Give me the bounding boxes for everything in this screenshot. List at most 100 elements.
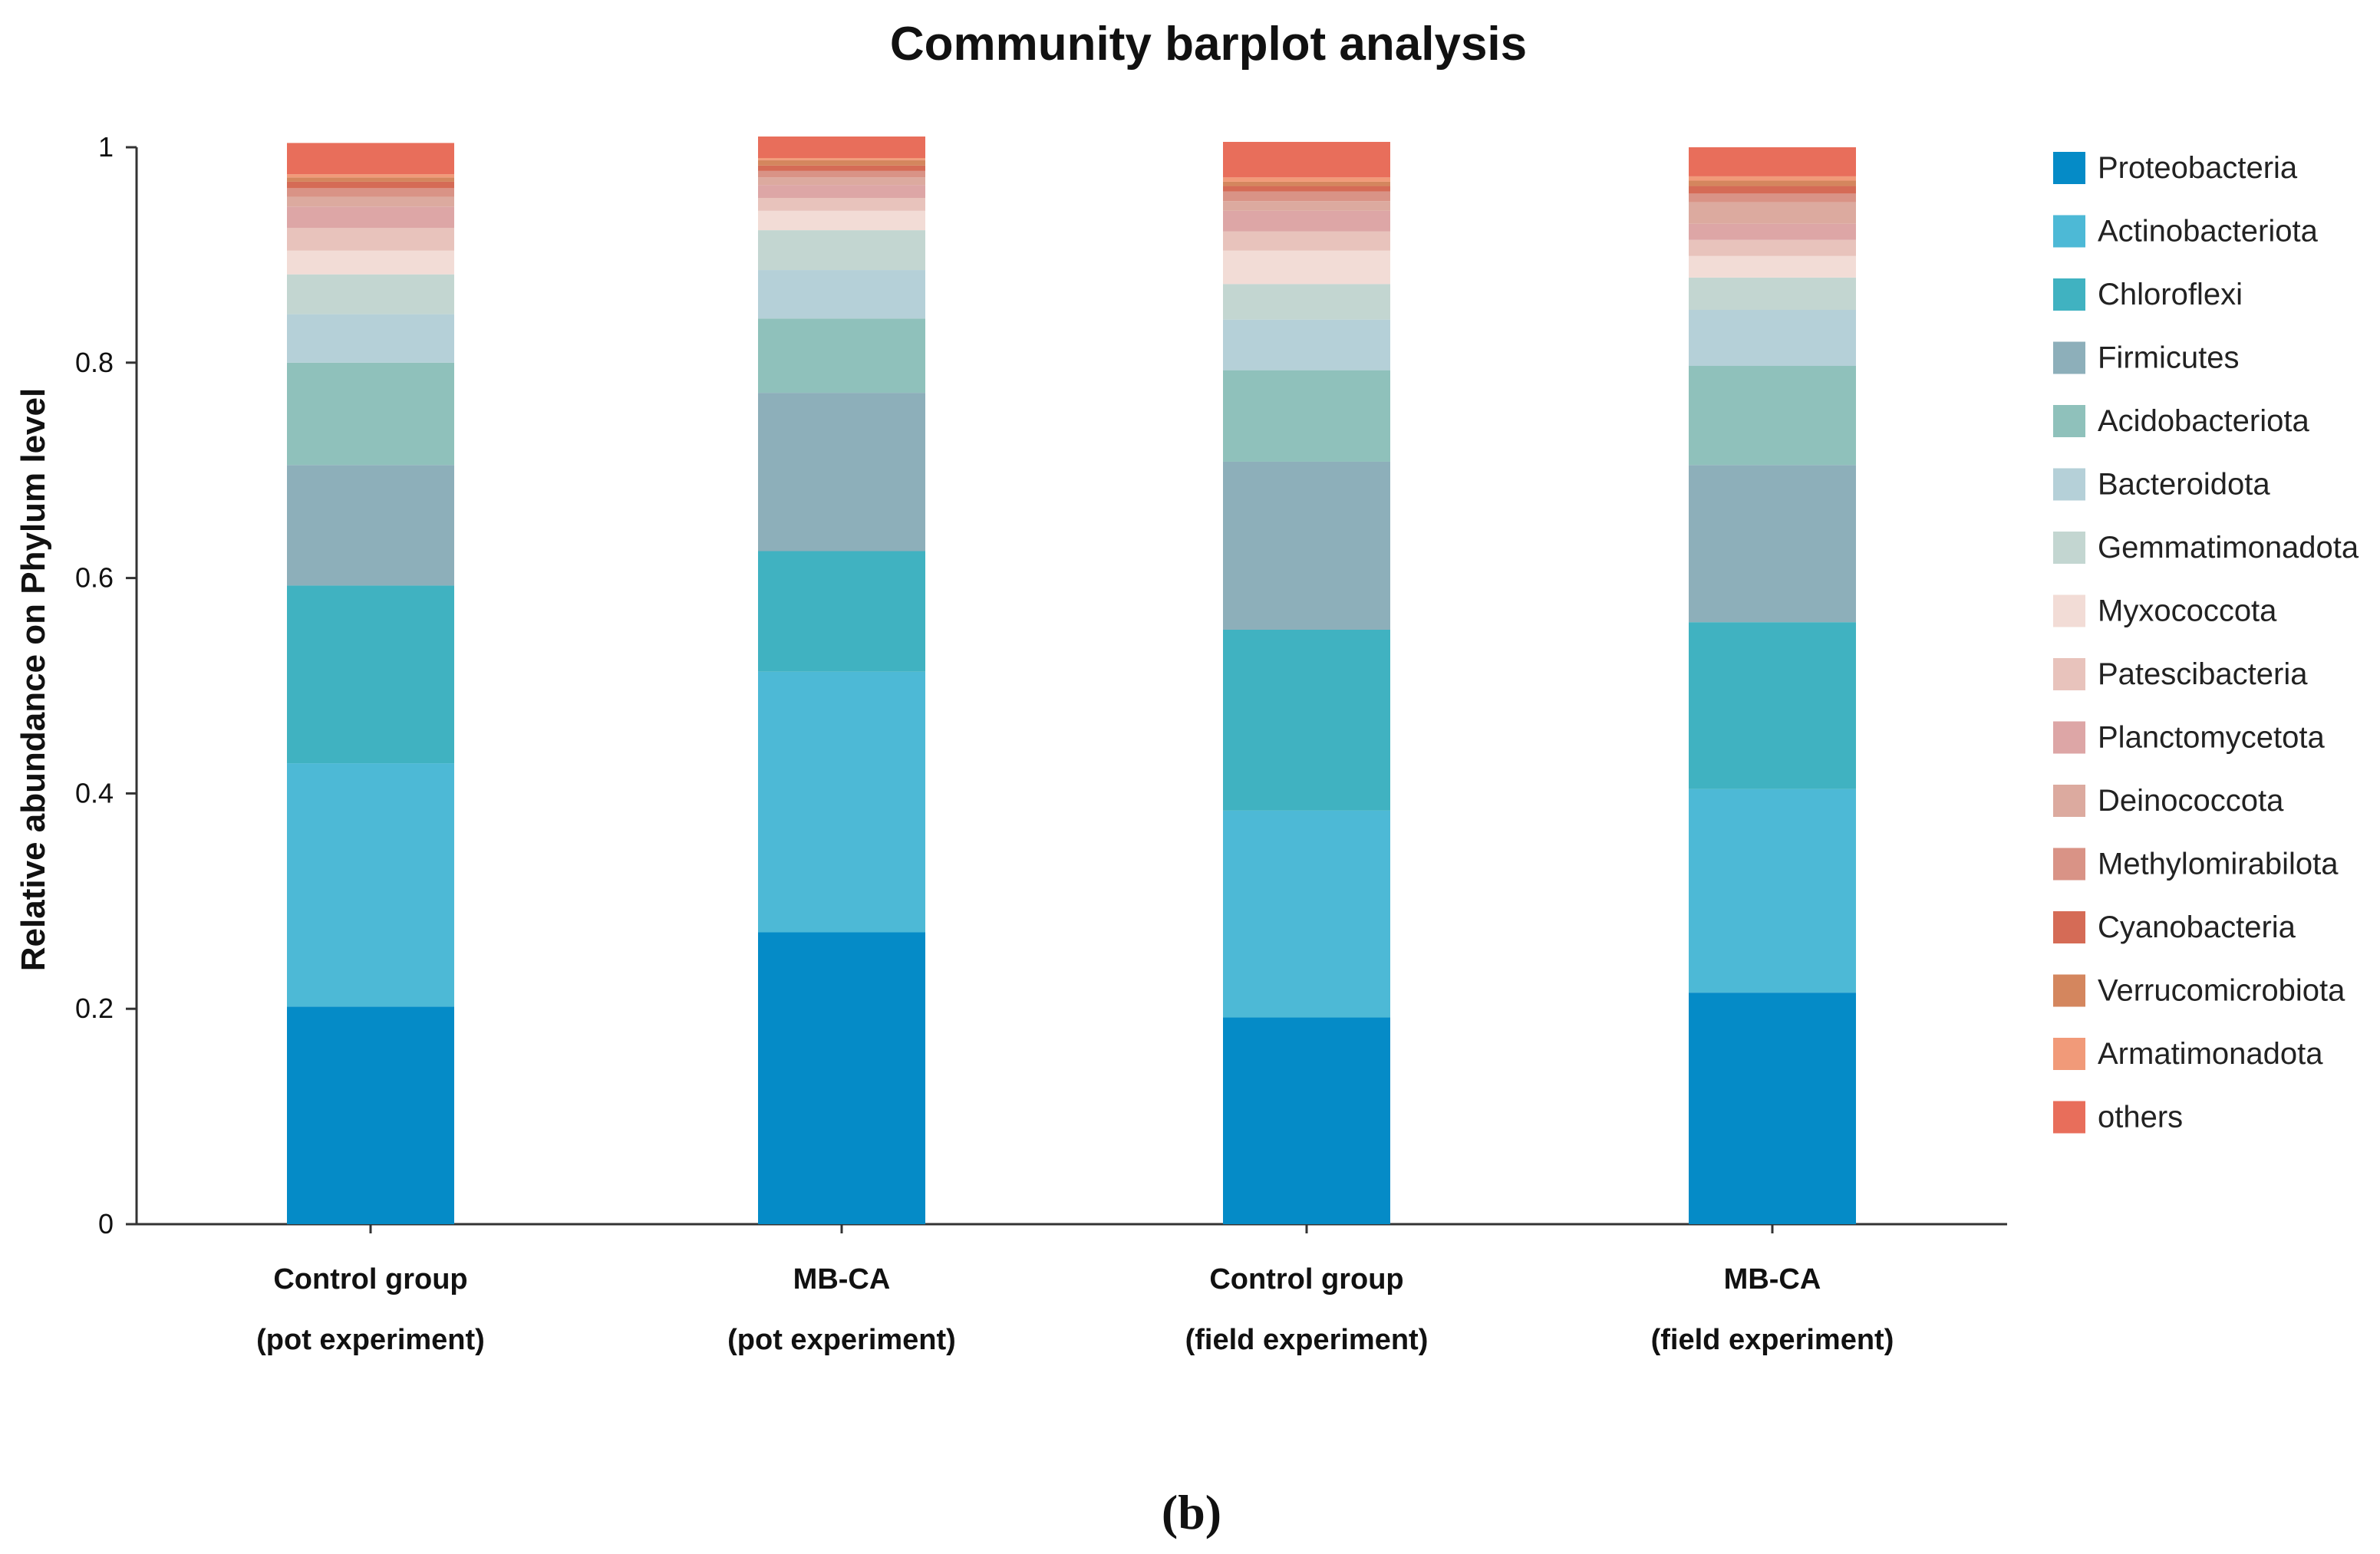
bar-stack — [1223, 141, 1390, 1224]
bar-segment — [287, 196, 454, 207]
legend-swatch — [2053, 974, 2085, 1007]
legend-item: others — [2053, 1101, 2183, 1134]
bar-segment — [1689, 366, 1856, 466]
legend-label: Methylomirabilota — [2098, 848, 2339, 881]
bar-segment — [758, 270, 925, 319]
legend-label: Myxococcota — [2098, 594, 2277, 628]
legend-swatch — [2053, 911, 2085, 943]
y-axis-label: Relative abundance on Phylum level — [15, 388, 52, 971]
legend-swatch — [2053, 1038, 2085, 1070]
bar-segment — [287, 274, 454, 314]
bar-segment — [287, 763, 454, 1007]
legend-label: Chloroflexi — [2098, 278, 2243, 311]
legend-item: Methylomirabilota — [2053, 848, 2339, 881]
bar-segment — [1689, 789, 1856, 993]
bar-segment — [758, 393, 925, 551]
x-tick-label: MB-CA — [1724, 1263, 1821, 1296]
bar-segment — [1689, 193, 1856, 202]
bar-segment — [758, 671, 925, 933]
bar-segment — [1689, 186, 1856, 194]
legend-item: Deinococcota — [2053, 784, 2284, 818]
legend: Proteobacteria Actinobacteriota Chloroflex… — [2053, 151, 2359, 1134]
bar-segment — [287, 1006, 454, 1224]
legend-label: Actinobacteriota — [2098, 215, 2319, 249]
y-tick-label: 0 — [98, 1208, 114, 1240]
bar-segment — [1689, 277, 1856, 311]
figure-caption: (b) — [1162, 1485, 1221, 1539]
bar-segment — [287, 314, 454, 363]
bar-segment — [287, 228, 454, 251]
legend-swatch — [2053, 785, 2085, 817]
bar-segment — [1689, 622, 1856, 789]
legend-swatch — [2053, 848, 2085, 881]
x-tick-label: MB-CA — [793, 1263, 891, 1296]
bar-segment — [287, 188, 454, 197]
x-tick-label: Control group — [273, 1263, 467, 1296]
bar-segment — [287, 250, 454, 275]
legend-label: Acidobacteriota — [2098, 404, 2309, 438]
legend-item: Verrucomicrobiota — [2053, 974, 2345, 1008]
x-tick-label: (pot experiment) — [727, 1324, 956, 1356]
legend-item: Firmicutes — [2053, 341, 2239, 375]
legend-item: Myxococcota — [2053, 594, 2277, 628]
bar-segment — [1223, 201, 1390, 211]
bar-segment — [1223, 810, 1390, 1018]
y-tick-label: 0.2 — [75, 993, 114, 1024]
legend-item: Armatimonadota — [2053, 1037, 2323, 1071]
bar-segment — [287, 585, 454, 764]
x-tick-labels: Control group (pot experiment) MB-CA (pot e… — [256, 1263, 1894, 1356]
bar-segment — [1689, 465, 1856, 623]
bar-segment — [758, 177, 925, 186]
stacked-bars — [287, 136, 1856, 1224]
bar-segment — [1223, 284, 1390, 320]
bar-segment — [758, 185, 925, 198]
x-tick-label: Control group — [1209, 1263, 1403, 1296]
x-tick-label: (field experiment) — [1651, 1324, 1894, 1356]
bar-segment — [287, 181, 454, 189]
bar-segment — [287, 362, 454, 466]
legend-swatch — [2053, 658, 2085, 690]
chart-title: Community barplot analysis — [890, 18, 1527, 71]
bar-segment — [758, 210, 925, 231]
bar-segment — [1689, 223, 1856, 240]
bar-segment — [1689, 180, 1856, 186]
bar-segment — [1223, 461, 1390, 630]
bar-segment — [287, 143, 454, 175]
bar-segment — [758, 165, 925, 171]
bar-segment — [758, 551, 925, 672]
bar-segment — [287, 174, 454, 178]
legend-swatch — [2053, 532, 2085, 564]
legend-item: Chloroflexi — [2053, 278, 2243, 311]
bar-segment — [1689, 239, 1856, 256]
legend-item: Proteobacteria — [2053, 151, 2298, 185]
bar-segment — [1223, 186, 1390, 192]
bar-segment — [1689, 255, 1856, 278]
bar-segment — [1689, 176, 1856, 181]
bar-stack — [1689, 147, 1856, 1224]
bar-segment — [1689, 147, 1856, 176]
bar-segment — [287, 177, 454, 182]
legend-label: Planctomycetota — [2098, 721, 2325, 755]
bar-segment — [287, 206, 454, 229]
legend-item: Bacteroidota — [2053, 468, 2270, 502]
legend-label: Proteobacteria — [2098, 151, 2298, 185]
legend-item: Patescibacteria — [2053, 657, 2308, 691]
bar-segment — [1223, 191, 1390, 202]
legend-label: Gemmatimonadota — [2098, 531, 2359, 565]
legend-label: Firmicutes — [2098, 341, 2239, 375]
legend-swatch — [2053, 215, 2085, 248]
bar-segment — [1223, 141, 1390, 178]
legend-swatch — [2053, 405, 2085, 437]
bar-segment — [1223, 319, 1390, 370]
x-tick-label: (pot experiment) — [256, 1324, 485, 1356]
legend-item: Acidobacteriota — [2053, 404, 2309, 438]
bar-segment — [1223, 177, 1390, 182]
bar-segment — [1223, 629, 1390, 811]
bar-segment — [758, 136, 925, 159]
bar-segment — [758, 170, 925, 178]
legend-swatch — [2053, 1101, 2085, 1134]
bar-segment — [1689, 993, 1856, 1224]
bar-segment — [758, 932, 925, 1224]
legend-item: Planctomycetota — [2053, 721, 2325, 755]
